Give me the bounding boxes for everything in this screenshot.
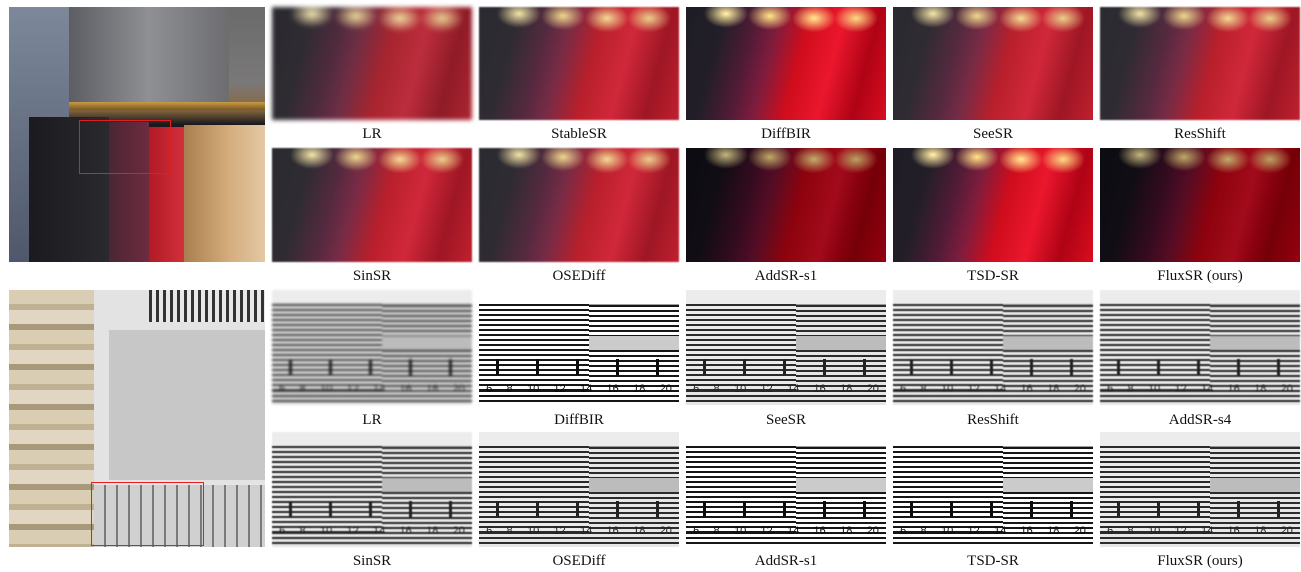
tick-labels: 6 8 10 12 14 16 18 20: [693, 524, 879, 537]
clothes-crop-fluxsr: [1100, 148, 1300, 262]
clothes-crop-diffbir: [686, 7, 886, 120]
tick-labels: 6 8 10 12 14 16 18 20: [279, 382, 465, 395]
tick-labels: 6 8 10 12 14 16 18 20: [900, 524, 1086, 537]
caption-chart-r1-4: AddSR-s4: [1168, 412, 1232, 428]
caption-clothes-r1-0: LR: [362, 126, 382, 142]
caption-clothes-r1-4: ResShift: [1174, 126, 1226, 142]
caption-chart-r1-2: SeeSR: [765, 412, 806, 428]
chart-crop-osediff: 6 8 10 12 14 16 18 20: [479, 432, 679, 547]
caption-clothes-r1-1: StableSR: [551, 126, 607, 142]
chart-crop-diffbir: 6 8 10 12 14 16 18 20: [479, 290, 679, 405]
clothes-crop-resshift: [1100, 7, 1300, 120]
chart-crop-addsr-s4: 6 8 10 12 14 16 18 20: [1100, 290, 1300, 405]
chart-crop-lr: 6 8 10 12 14 16 18 20: [272, 290, 472, 405]
zoom-region-box: [91, 482, 204, 546]
caption-chart-r2-1: OSEDiff: [552, 553, 606, 569]
caption-chart-r2-2: AddSR-s1: [754, 553, 818, 569]
tick-labels: 6 8 10 12 14 16 18 20: [693, 382, 879, 395]
caption-clothes-r2-0: SinSR: [352, 268, 392, 284]
caption-chart-r2-4: FluxSR (ours): [1157, 553, 1243, 569]
clothes-crop-osediff: [479, 148, 679, 262]
caption-chart-r1-0: LR: [362, 412, 382, 428]
chart-crop-addsr-s1: 6 8 10 12 14 16 18 20: [686, 432, 886, 547]
clothes-crop-stablesr: [479, 7, 679, 120]
caption-clothes-r2-3: TSD-SR: [967, 268, 1019, 284]
chart-full-image: [9, 290, 265, 547]
chart-crop-seesr: 6 8 10 12 14 16 18 20: [686, 290, 886, 405]
caption-clothes-r2-2: AddSR-s1: [754, 268, 818, 284]
caption-clothes-r1-3: SeeSR: [972, 126, 1013, 142]
clothes-full-image: [9, 7, 265, 262]
clothes-crop-sinsr: [272, 148, 472, 262]
tick-labels: 6 8 10 12 14 16 18 20: [279, 524, 465, 537]
chart-crop-fluxsr: 6 8 10 12 14 16 18 20: [1100, 432, 1300, 547]
caption-chart-r1-1: DiffBIR: [554, 412, 604, 428]
zoom-region-box: [79, 120, 171, 174]
caption-chart-r1-3: ResShift: [967, 412, 1019, 428]
tick-labels: 6 8 10 12 14 16 18 20: [1107, 382, 1293, 395]
tick-labels: 6 8 10 12 14 16 18 20: [486, 382, 672, 395]
clothes-crop-lr: [272, 7, 472, 120]
tick-labels: 6 8 10 12 14 16 18 20: [486, 524, 672, 537]
caption-chart-r2-3: TSD-SR: [967, 553, 1019, 569]
chart-crop-sinsr: 6 8 10 12 14 16 18 20: [272, 432, 472, 547]
clothes-crop-addsr-s1: [686, 148, 886, 262]
chart-crop-resshift: 6 8 10 12 14 16 18 20: [893, 290, 1093, 405]
caption-clothes-r1-2: DiffBIR: [761, 126, 811, 142]
tick-labels: 6 8 10 12 14 16 18 20: [1107, 524, 1293, 537]
caption-clothes-r2-1: OSEDiff: [552, 268, 606, 284]
clothes-crop-seesr: [893, 7, 1093, 120]
tick-labels: 6 8 10 12 14 16 18 20: [900, 382, 1086, 395]
caption-chart-r2-0: SinSR: [352, 553, 392, 569]
clothes-crop-tsdsr: [893, 148, 1093, 262]
caption-clothes-r2-4: FluxSR (ours): [1157, 268, 1243, 284]
chart-crop-tsdsr: 6 8 10 12 14 16 18 20: [893, 432, 1093, 547]
